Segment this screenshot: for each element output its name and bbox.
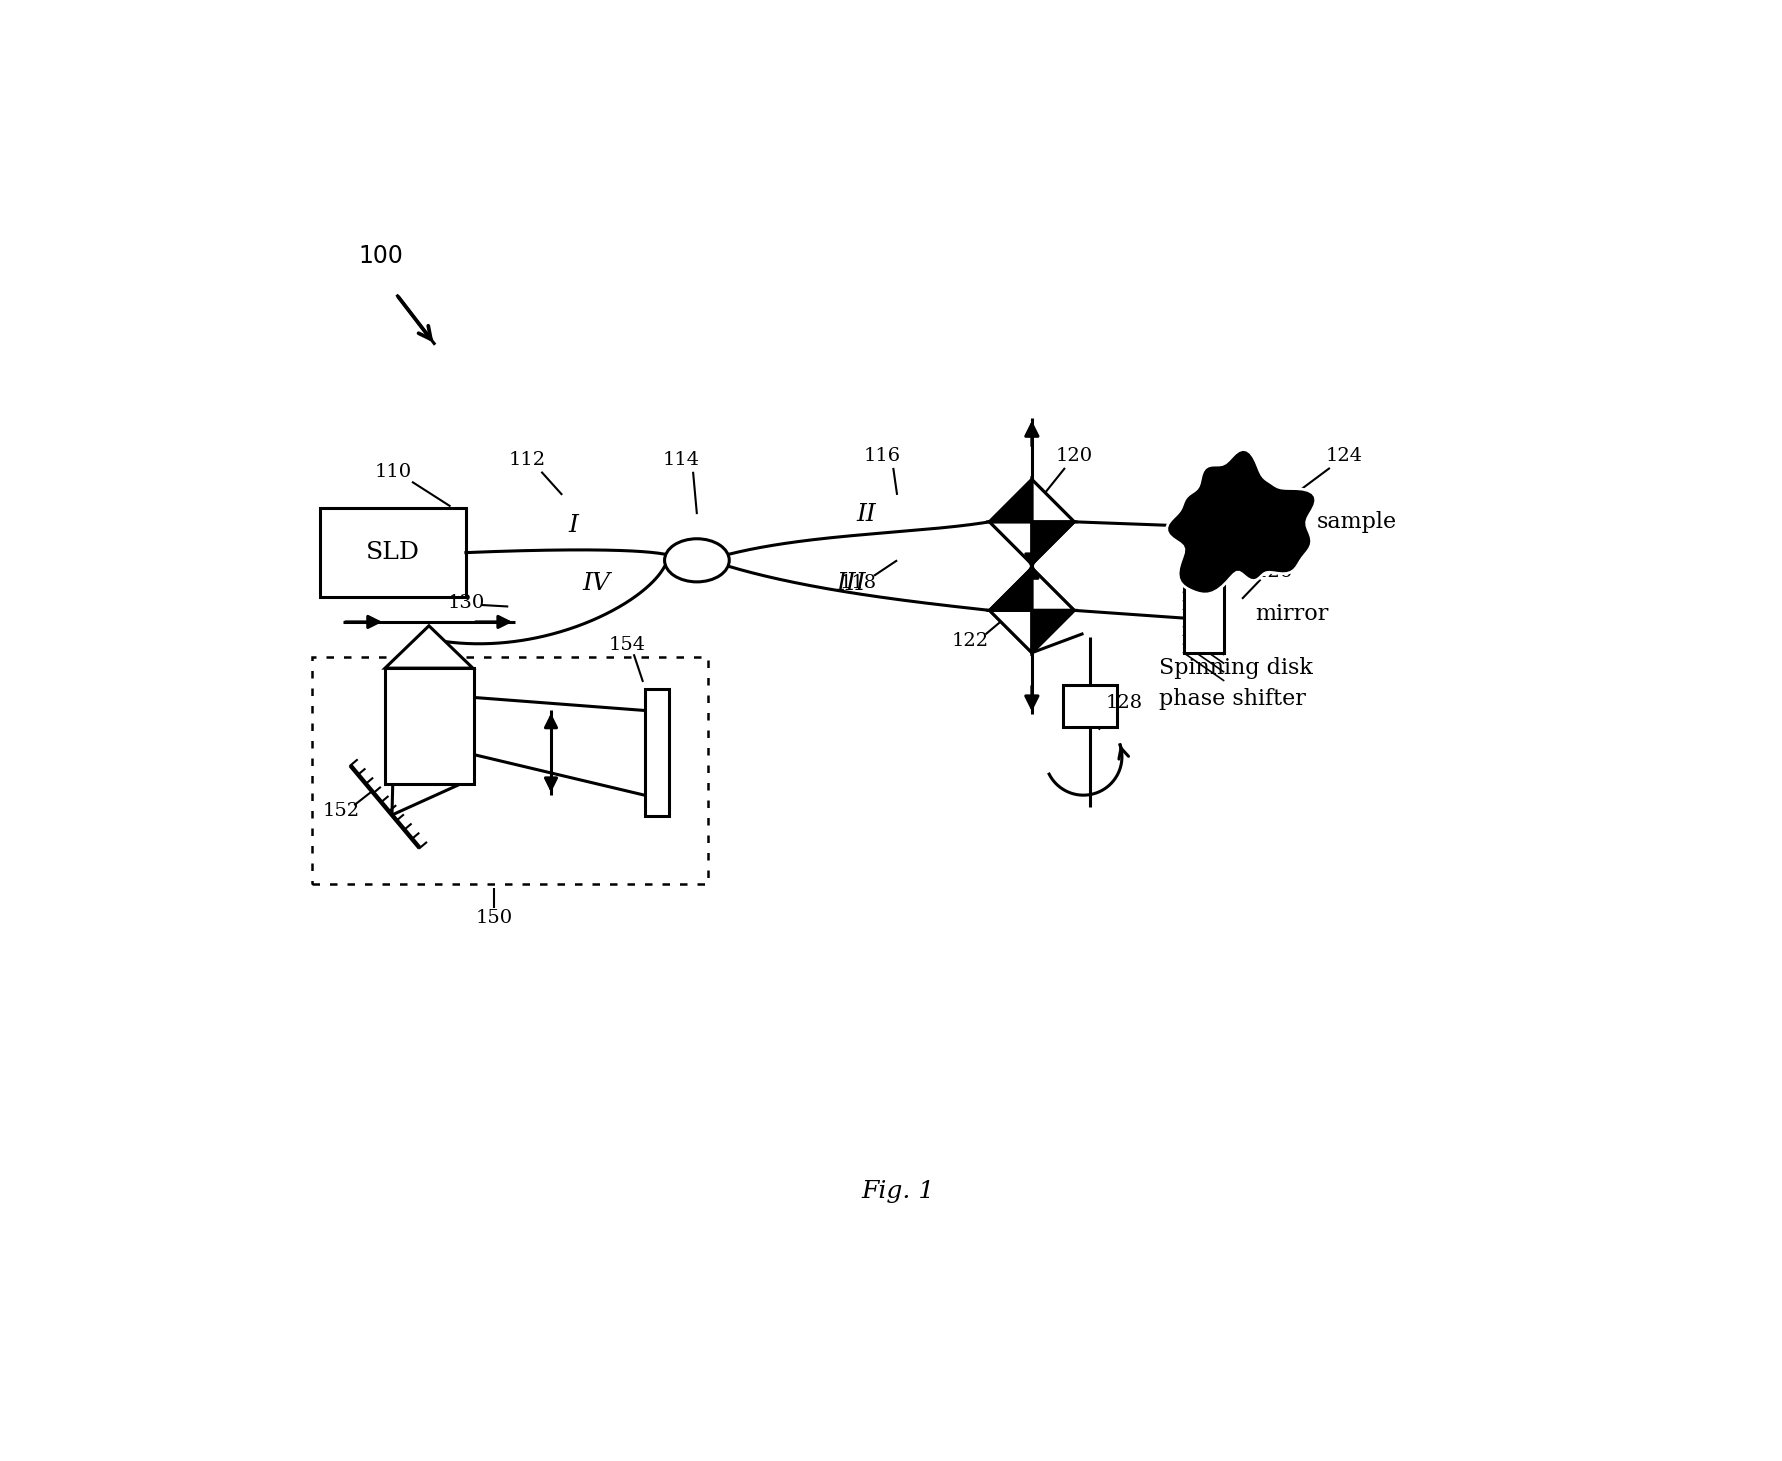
Polygon shape: [1032, 568, 1075, 611]
Text: SLD: SLD: [365, 541, 421, 564]
Ellipse shape: [665, 539, 729, 581]
Text: 154: 154: [609, 636, 647, 655]
Polygon shape: [989, 568, 1032, 611]
Text: II: II: [857, 503, 877, 526]
Text: IV: IV: [583, 571, 611, 595]
Text: Fig. 1: Fig. 1: [861, 1180, 934, 1204]
Text: 152: 152: [323, 802, 360, 820]
Text: 126: 126: [1256, 562, 1294, 581]
Bar: [385, 668, 474, 783]
Polygon shape: [989, 568, 1075, 653]
Text: I: I: [568, 514, 579, 538]
Text: 150: 150: [476, 909, 513, 928]
Bar: [645, 690, 670, 815]
Text: sample: sample: [1317, 511, 1397, 533]
Bar: [319, 508, 465, 598]
Text: III: III: [836, 571, 866, 595]
Text: 124: 124: [1326, 447, 1361, 466]
Text: Spinning disk: Spinning disk: [1158, 657, 1313, 679]
Text: 112: 112: [510, 451, 545, 469]
Text: phase shifter: phase shifter: [1158, 688, 1306, 710]
Text: 116: 116: [862, 447, 900, 466]
Polygon shape: [1032, 611, 1075, 653]
Polygon shape: [1032, 522, 1075, 564]
Bar: [1183, 583, 1224, 653]
Text: 122: 122: [952, 633, 989, 650]
Bar: [1062, 685, 1117, 728]
Polygon shape: [385, 625, 472, 668]
Polygon shape: [1032, 479, 1075, 522]
Polygon shape: [989, 522, 1032, 564]
Polygon shape: [1167, 450, 1315, 595]
Text: 128: 128: [1105, 694, 1142, 712]
Polygon shape: [989, 479, 1032, 522]
Text: 110: 110: [374, 463, 412, 481]
Polygon shape: [989, 611, 1032, 653]
Text: 130: 130: [447, 593, 485, 612]
Polygon shape: [989, 479, 1075, 564]
Text: 120: 120: [1055, 447, 1092, 466]
Text: 114: 114: [663, 451, 700, 469]
Text: 118: 118: [839, 574, 877, 592]
Text: 100: 100: [358, 244, 405, 269]
Text: mirror: mirror: [1255, 603, 1329, 625]
Bar: [312, 656, 709, 884]
